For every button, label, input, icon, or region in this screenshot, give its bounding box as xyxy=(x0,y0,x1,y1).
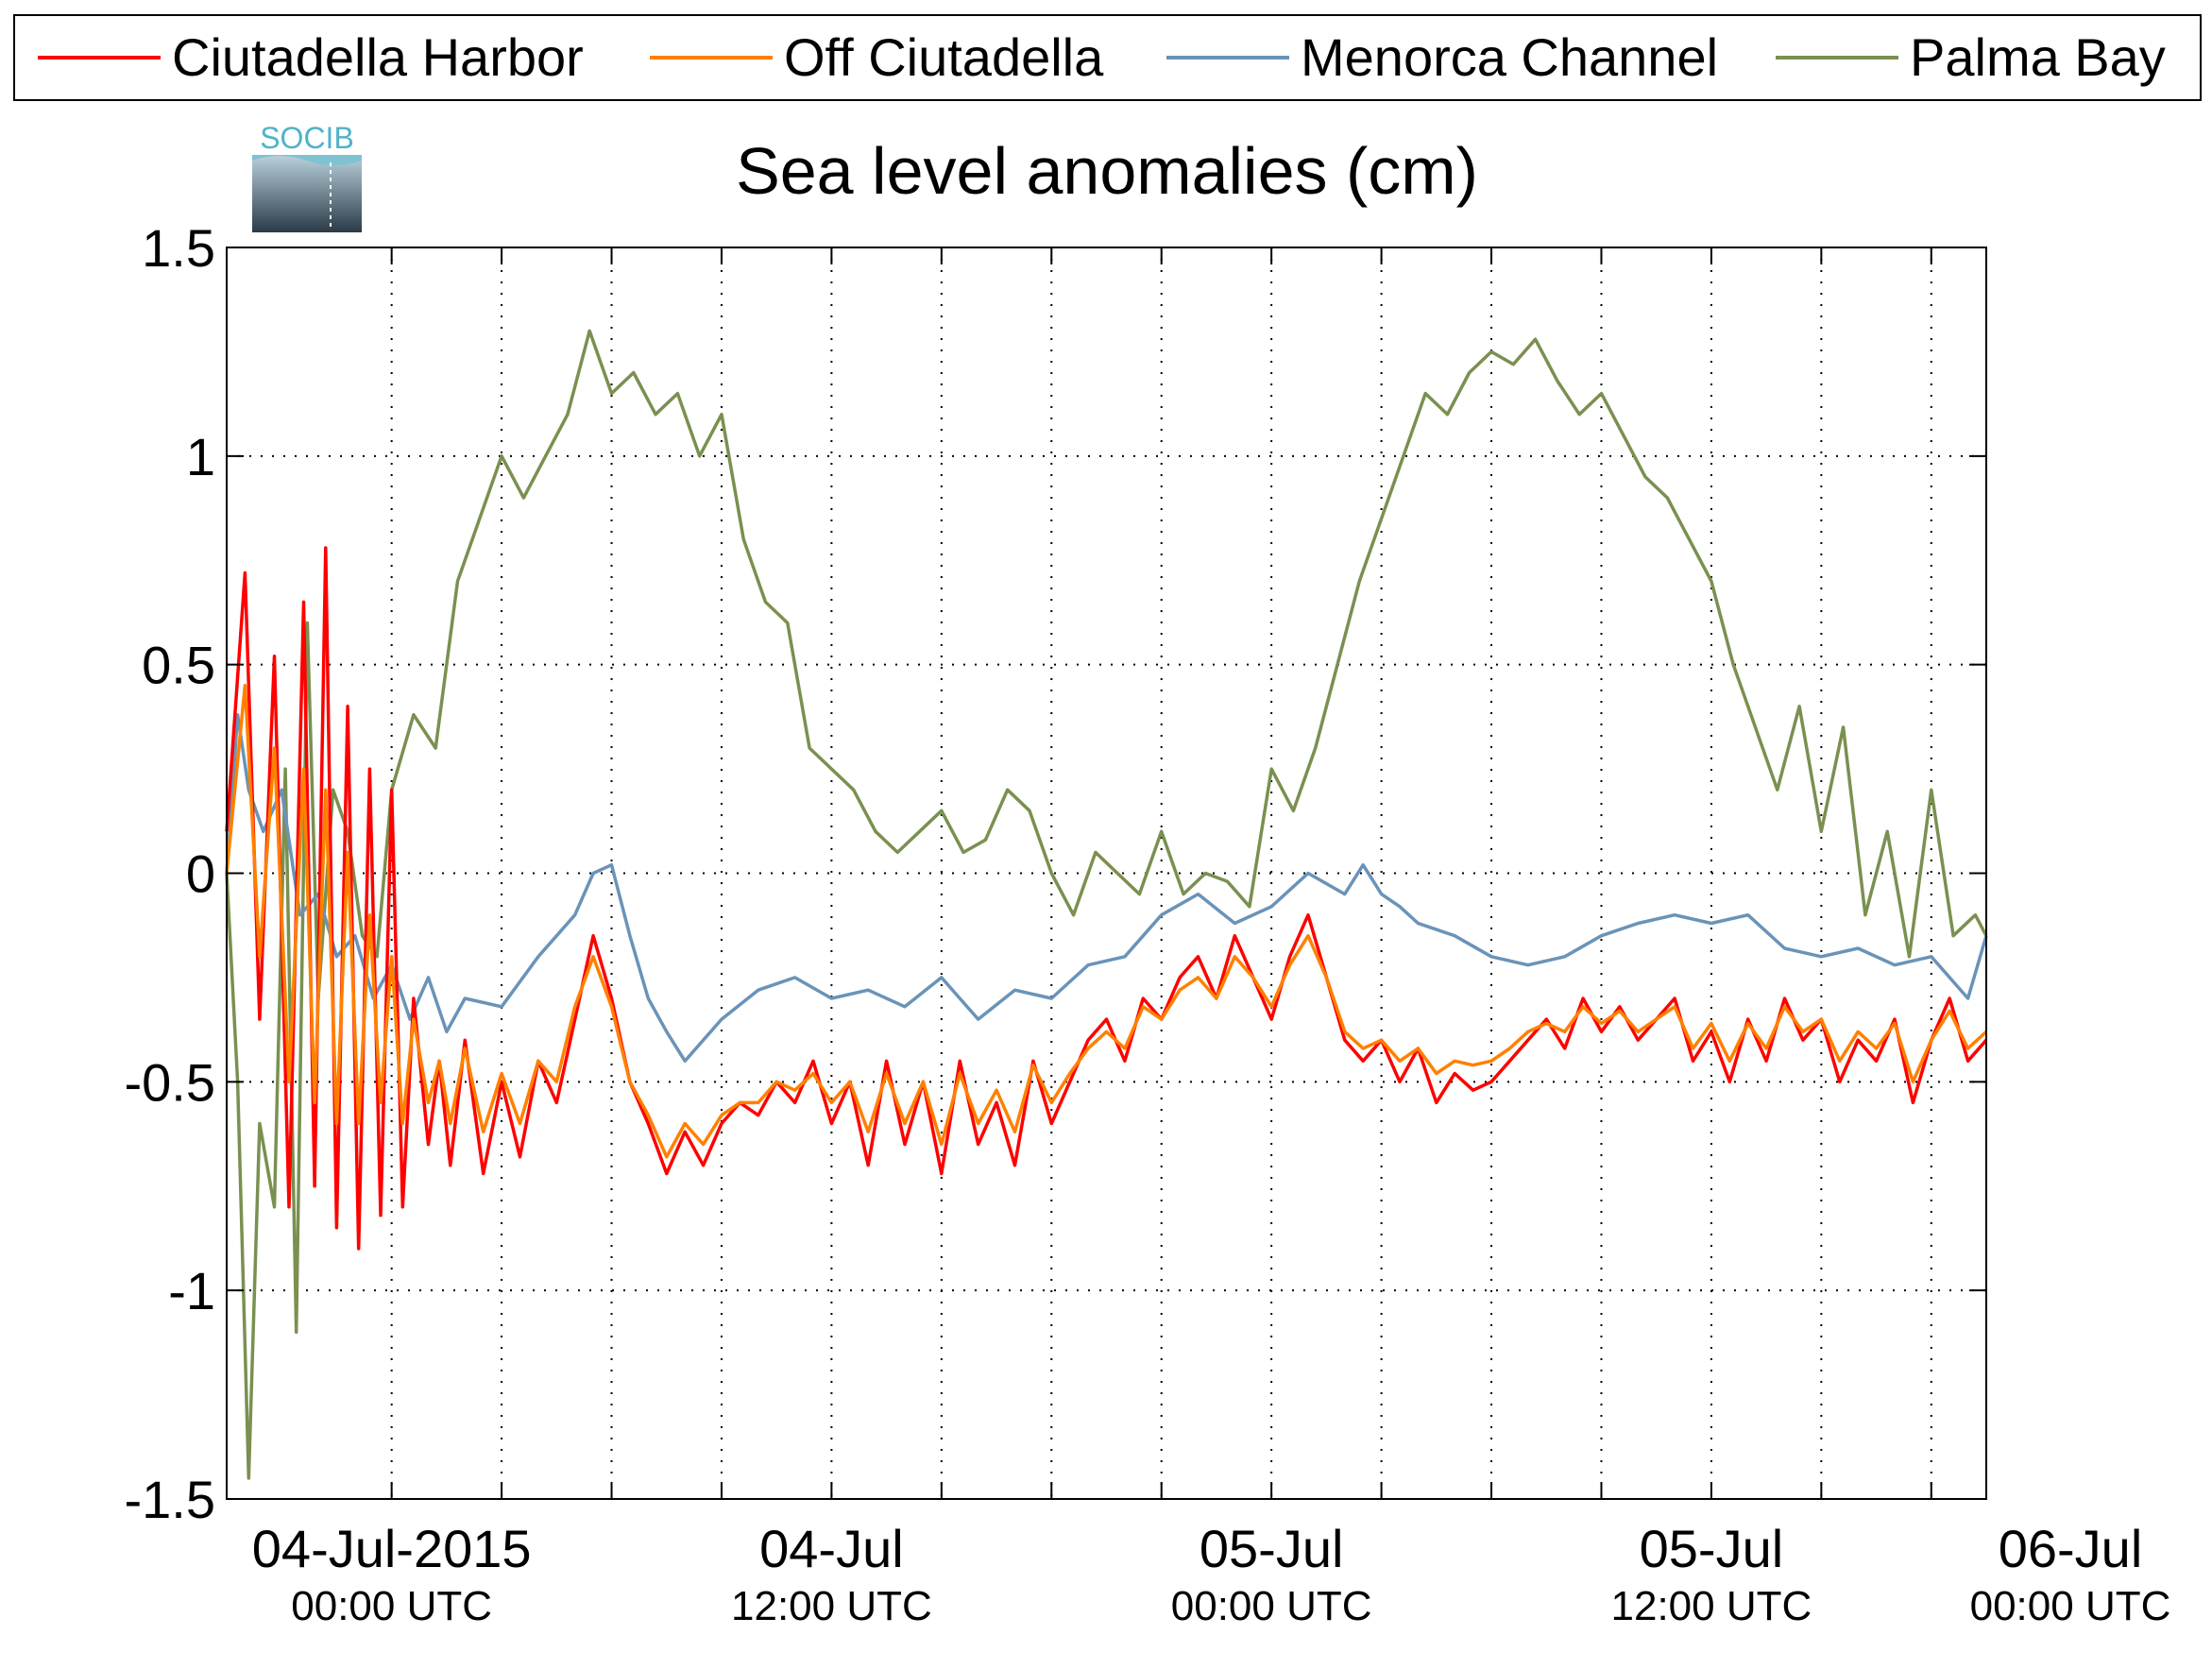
series-layer xyxy=(225,329,1988,1480)
x-tick-label-date: 04-Jul xyxy=(759,1519,904,1578)
y-tick-label: -1.5 xyxy=(125,1470,216,1529)
legend-label: Palma Bay xyxy=(1910,27,2166,87)
x-tick-label-date: 05-Jul xyxy=(1640,1519,1784,1578)
chart-title: Sea level anomalies (cm) xyxy=(736,134,1478,208)
legend-label: Ciutadella Harbor xyxy=(172,27,584,87)
socib-logo: SOCIB xyxy=(252,121,362,232)
x-tick-label-date: 06-Jul xyxy=(1999,1519,2143,1578)
x-tick-label-time: 12:00 UTC xyxy=(731,1583,932,1629)
x-tick-label-time: 00:00 UTC xyxy=(1970,1583,2171,1629)
series-line-menorca-channel xyxy=(225,712,1988,1064)
legend-label: Menorca Channel xyxy=(1301,27,1718,87)
legend: Ciutadella Harbor Off Ciutadella Menorca C… xyxy=(13,14,2202,101)
x-tick-label-time: 12:00 UTC xyxy=(1611,1583,1812,1629)
x-tick-label-date: 04-Jul-2015 xyxy=(252,1519,532,1578)
socib-logo-tile xyxy=(252,155,362,232)
plot-frame xyxy=(226,247,1987,1500)
y-tick-label: 1.5 xyxy=(142,218,215,278)
x-tick-labels: 04-Jul-2015 00:00 UTC 04-Jul 12:00 UTC 05-Ju… xyxy=(252,1519,2171,1629)
series-line-ciutadella-harbor xyxy=(225,546,1988,1251)
y-tick-labels: 1.5 1 0.5 0 -0.5 -1 -1.5 xyxy=(125,218,216,1529)
series-line-off-ciutadella xyxy=(225,684,1988,1159)
socib-logo-text: SOCIB xyxy=(260,121,354,155)
axis-ticks xyxy=(227,247,1986,1500)
socib-logo-wave xyxy=(252,155,362,165)
x-tick-label-date: 05-Jul xyxy=(1200,1519,1344,1578)
grid-lines xyxy=(227,247,1986,1499)
y-tick-label: 0 xyxy=(186,844,215,904)
x-tick-label-time: 00:00 UTC xyxy=(291,1583,492,1629)
series-line-palma-bay xyxy=(225,329,1988,1480)
legend-label: Off Ciutadella xyxy=(784,27,1104,87)
y-tick-label: -0.5 xyxy=(125,1052,216,1112)
y-tick-label: 1 xyxy=(186,427,215,486)
y-tick-label: -1 xyxy=(168,1261,215,1320)
x-tick-label-time: 00:00 UTC xyxy=(1171,1583,1372,1629)
y-tick-label: 0.5 xyxy=(142,636,215,695)
